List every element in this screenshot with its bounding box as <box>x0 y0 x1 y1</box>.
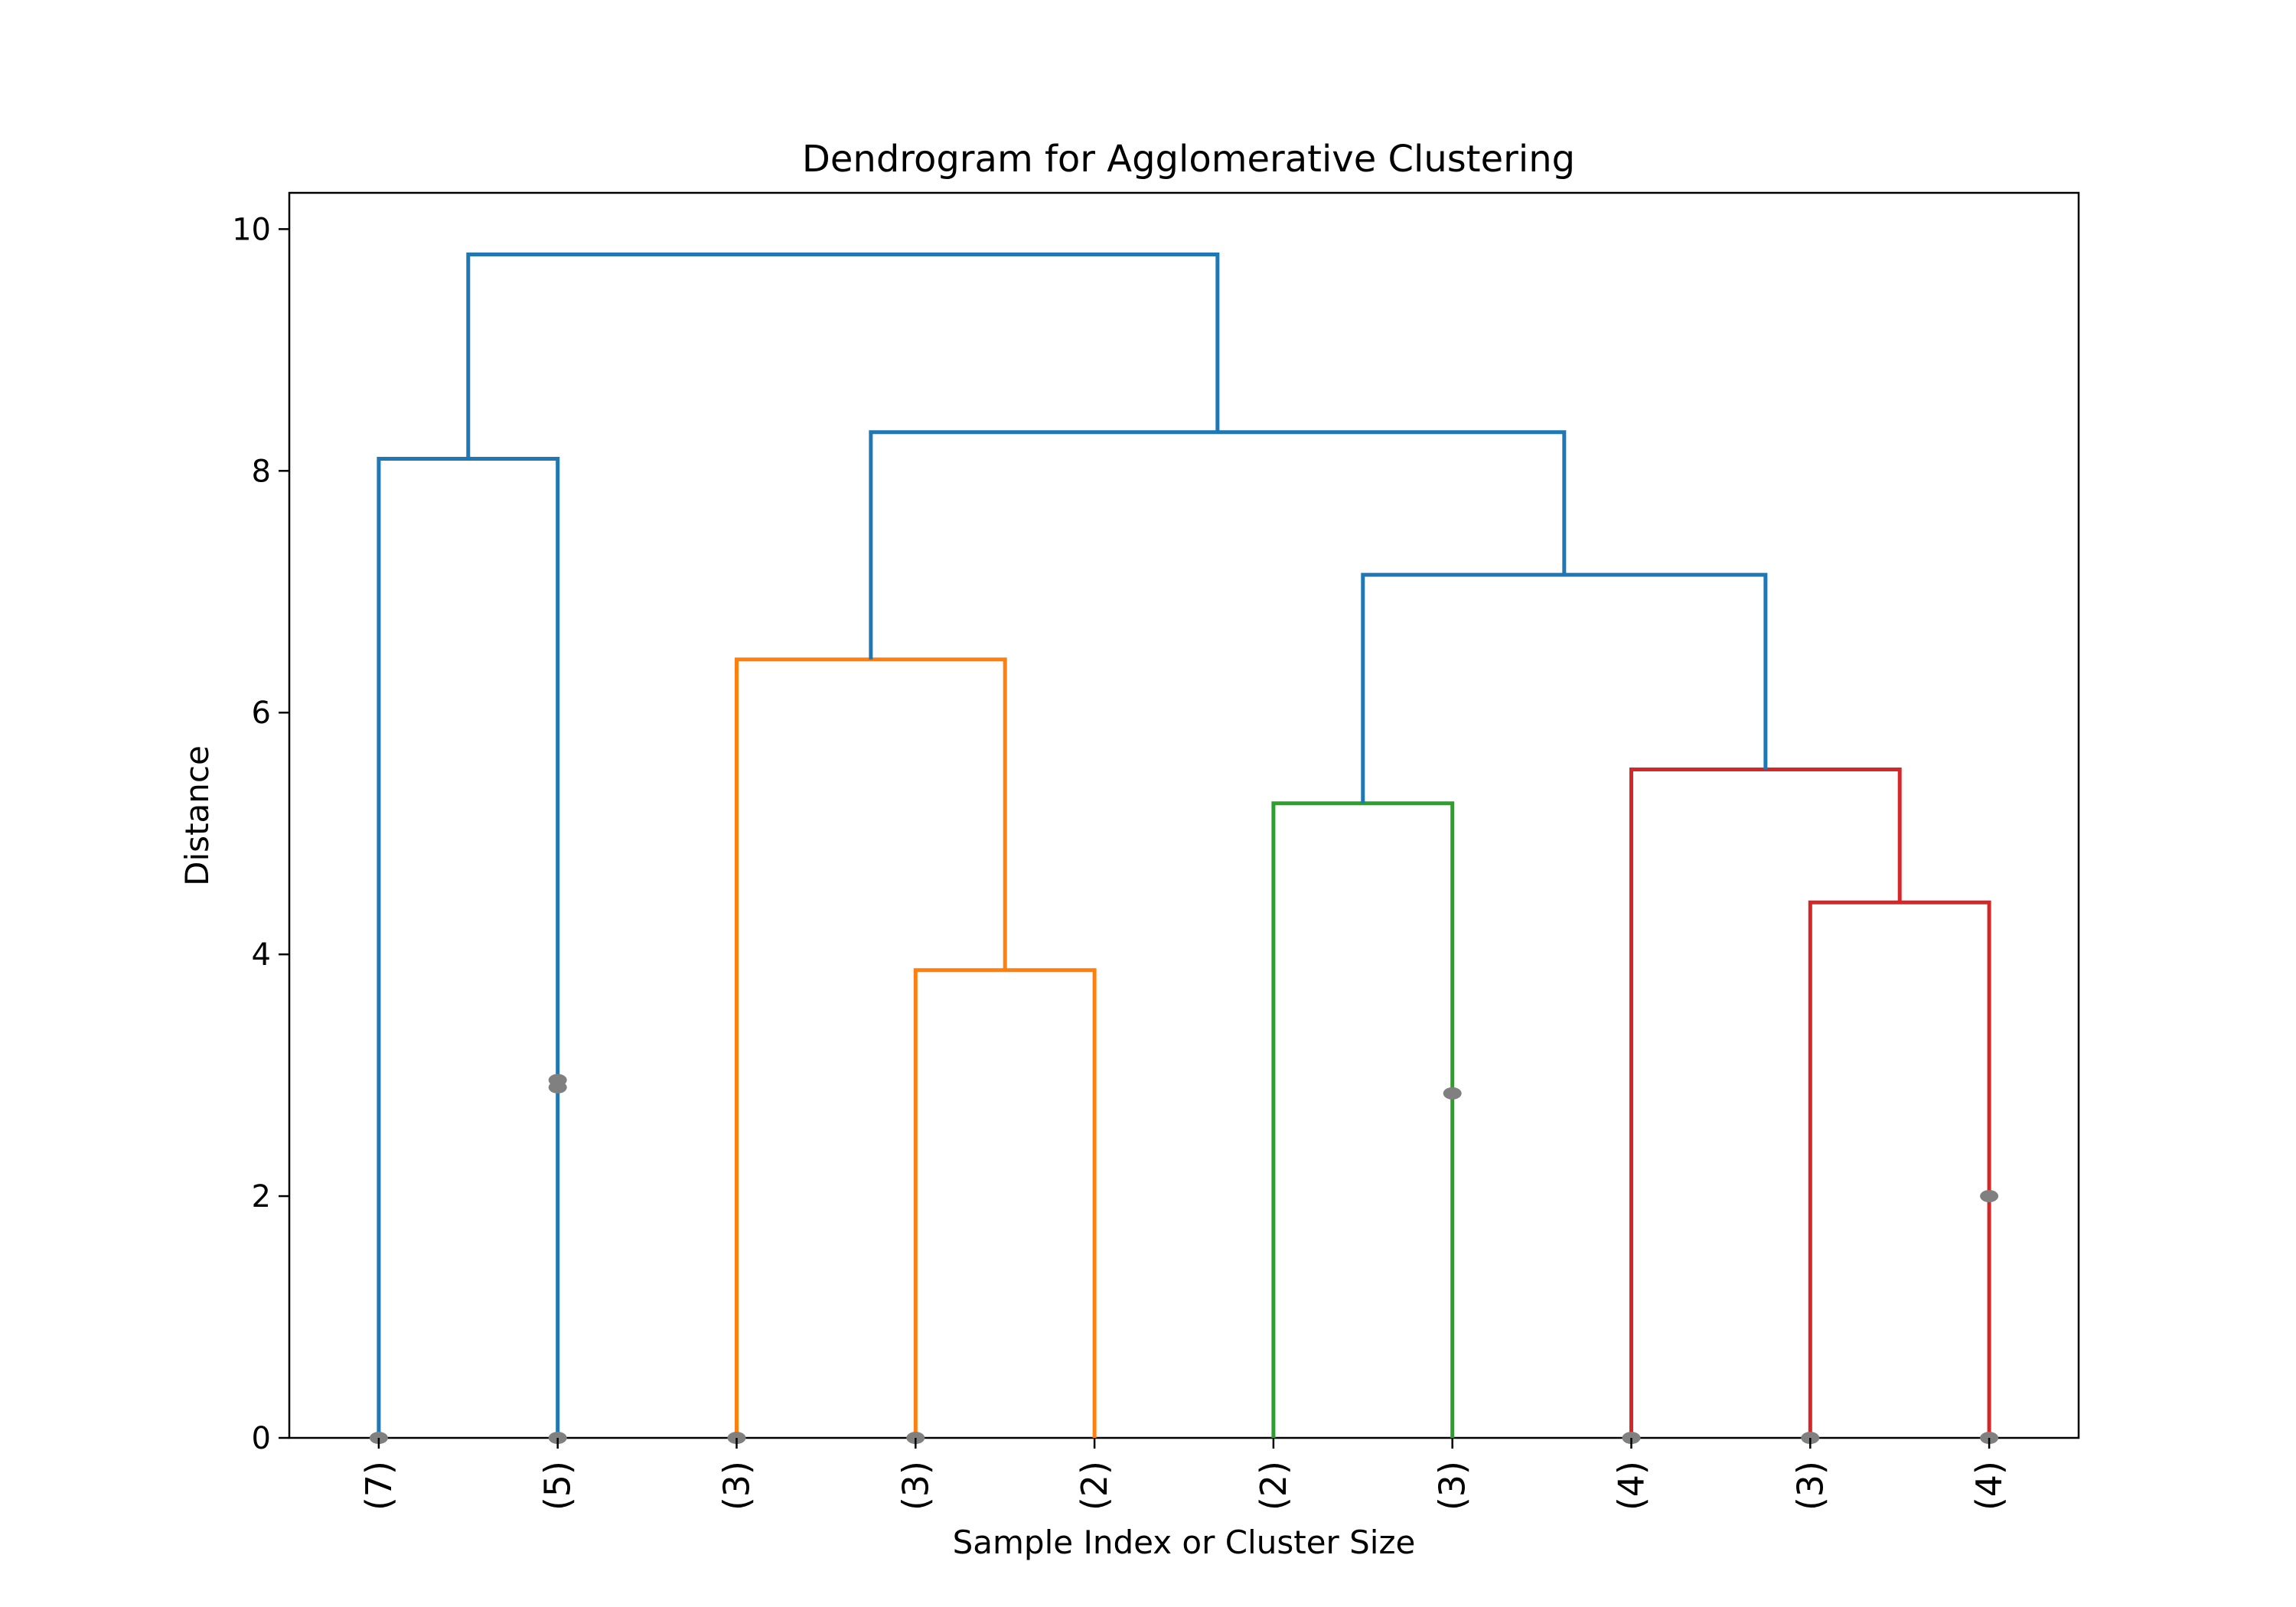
leaf-label: (3) <box>716 1461 758 1511</box>
contraction-mark <box>548 1074 567 1087</box>
leaf-label: (3) <box>1789 1461 1831 1511</box>
y-tick-label: 10 <box>232 212 271 247</box>
dendrogram-link <box>1271 801 1455 1438</box>
dendrogram-link <box>466 253 1220 459</box>
leaf-label: (2) <box>1253 1461 1294 1511</box>
leaf-label: (2) <box>1074 1461 1115 1511</box>
y-tick-label: 2 <box>252 1179 271 1214</box>
dendrogram-link <box>869 430 1567 660</box>
contraction-mark <box>1443 1087 1462 1100</box>
y-tick-label: 6 <box>252 696 271 731</box>
contraction-mark <box>1980 1190 1999 1203</box>
plot-frame <box>288 191 2080 1439</box>
dendrogram-link <box>735 657 1007 1438</box>
leaf-label: (5) <box>537 1461 579 1511</box>
y-tick-label: 8 <box>252 454 271 489</box>
y-axis: 0 2 4 6 8 10 <box>232 212 289 1456</box>
dendrogram-link <box>913 968 1097 1438</box>
leaf-label: (3) <box>895 1461 936 1511</box>
dendrogram-link <box>1808 900 1991 1438</box>
y-axis-label: Distance <box>178 745 216 886</box>
chart-title: Dendrogram for Agglomerative Clustering <box>802 138 1575 181</box>
leaf-label: (3) <box>1432 1461 1473 1511</box>
dendrogram-links <box>377 253 1991 1438</box>
leaf-label: (7) <box>358 1461 400 1511</box>
y-tick-label: 0 <box>252 1421 271 1456</box>
x-axis-label: Sample Index or Cluster Size <box>953 1524 1416 1561</box>
contraction-marks <box>369 1074 1999 1444</box>
leaf-label: (4) <box>1968 1461 2010 1511</box>
leaf-label: (4) <box>1611 1461 1652 1511</box>
x-axis: (7) (5) (3) (3) (2) (2) (3) (4) (3) (4) <box>358 1438 2010 1511</box>
dendrogram-link <box>377 457 560 1438</box>
y-tick-label: 4 <box>252 937 271 973</box>
dendrogram-link <box>1629 767 1902 1438</box>
